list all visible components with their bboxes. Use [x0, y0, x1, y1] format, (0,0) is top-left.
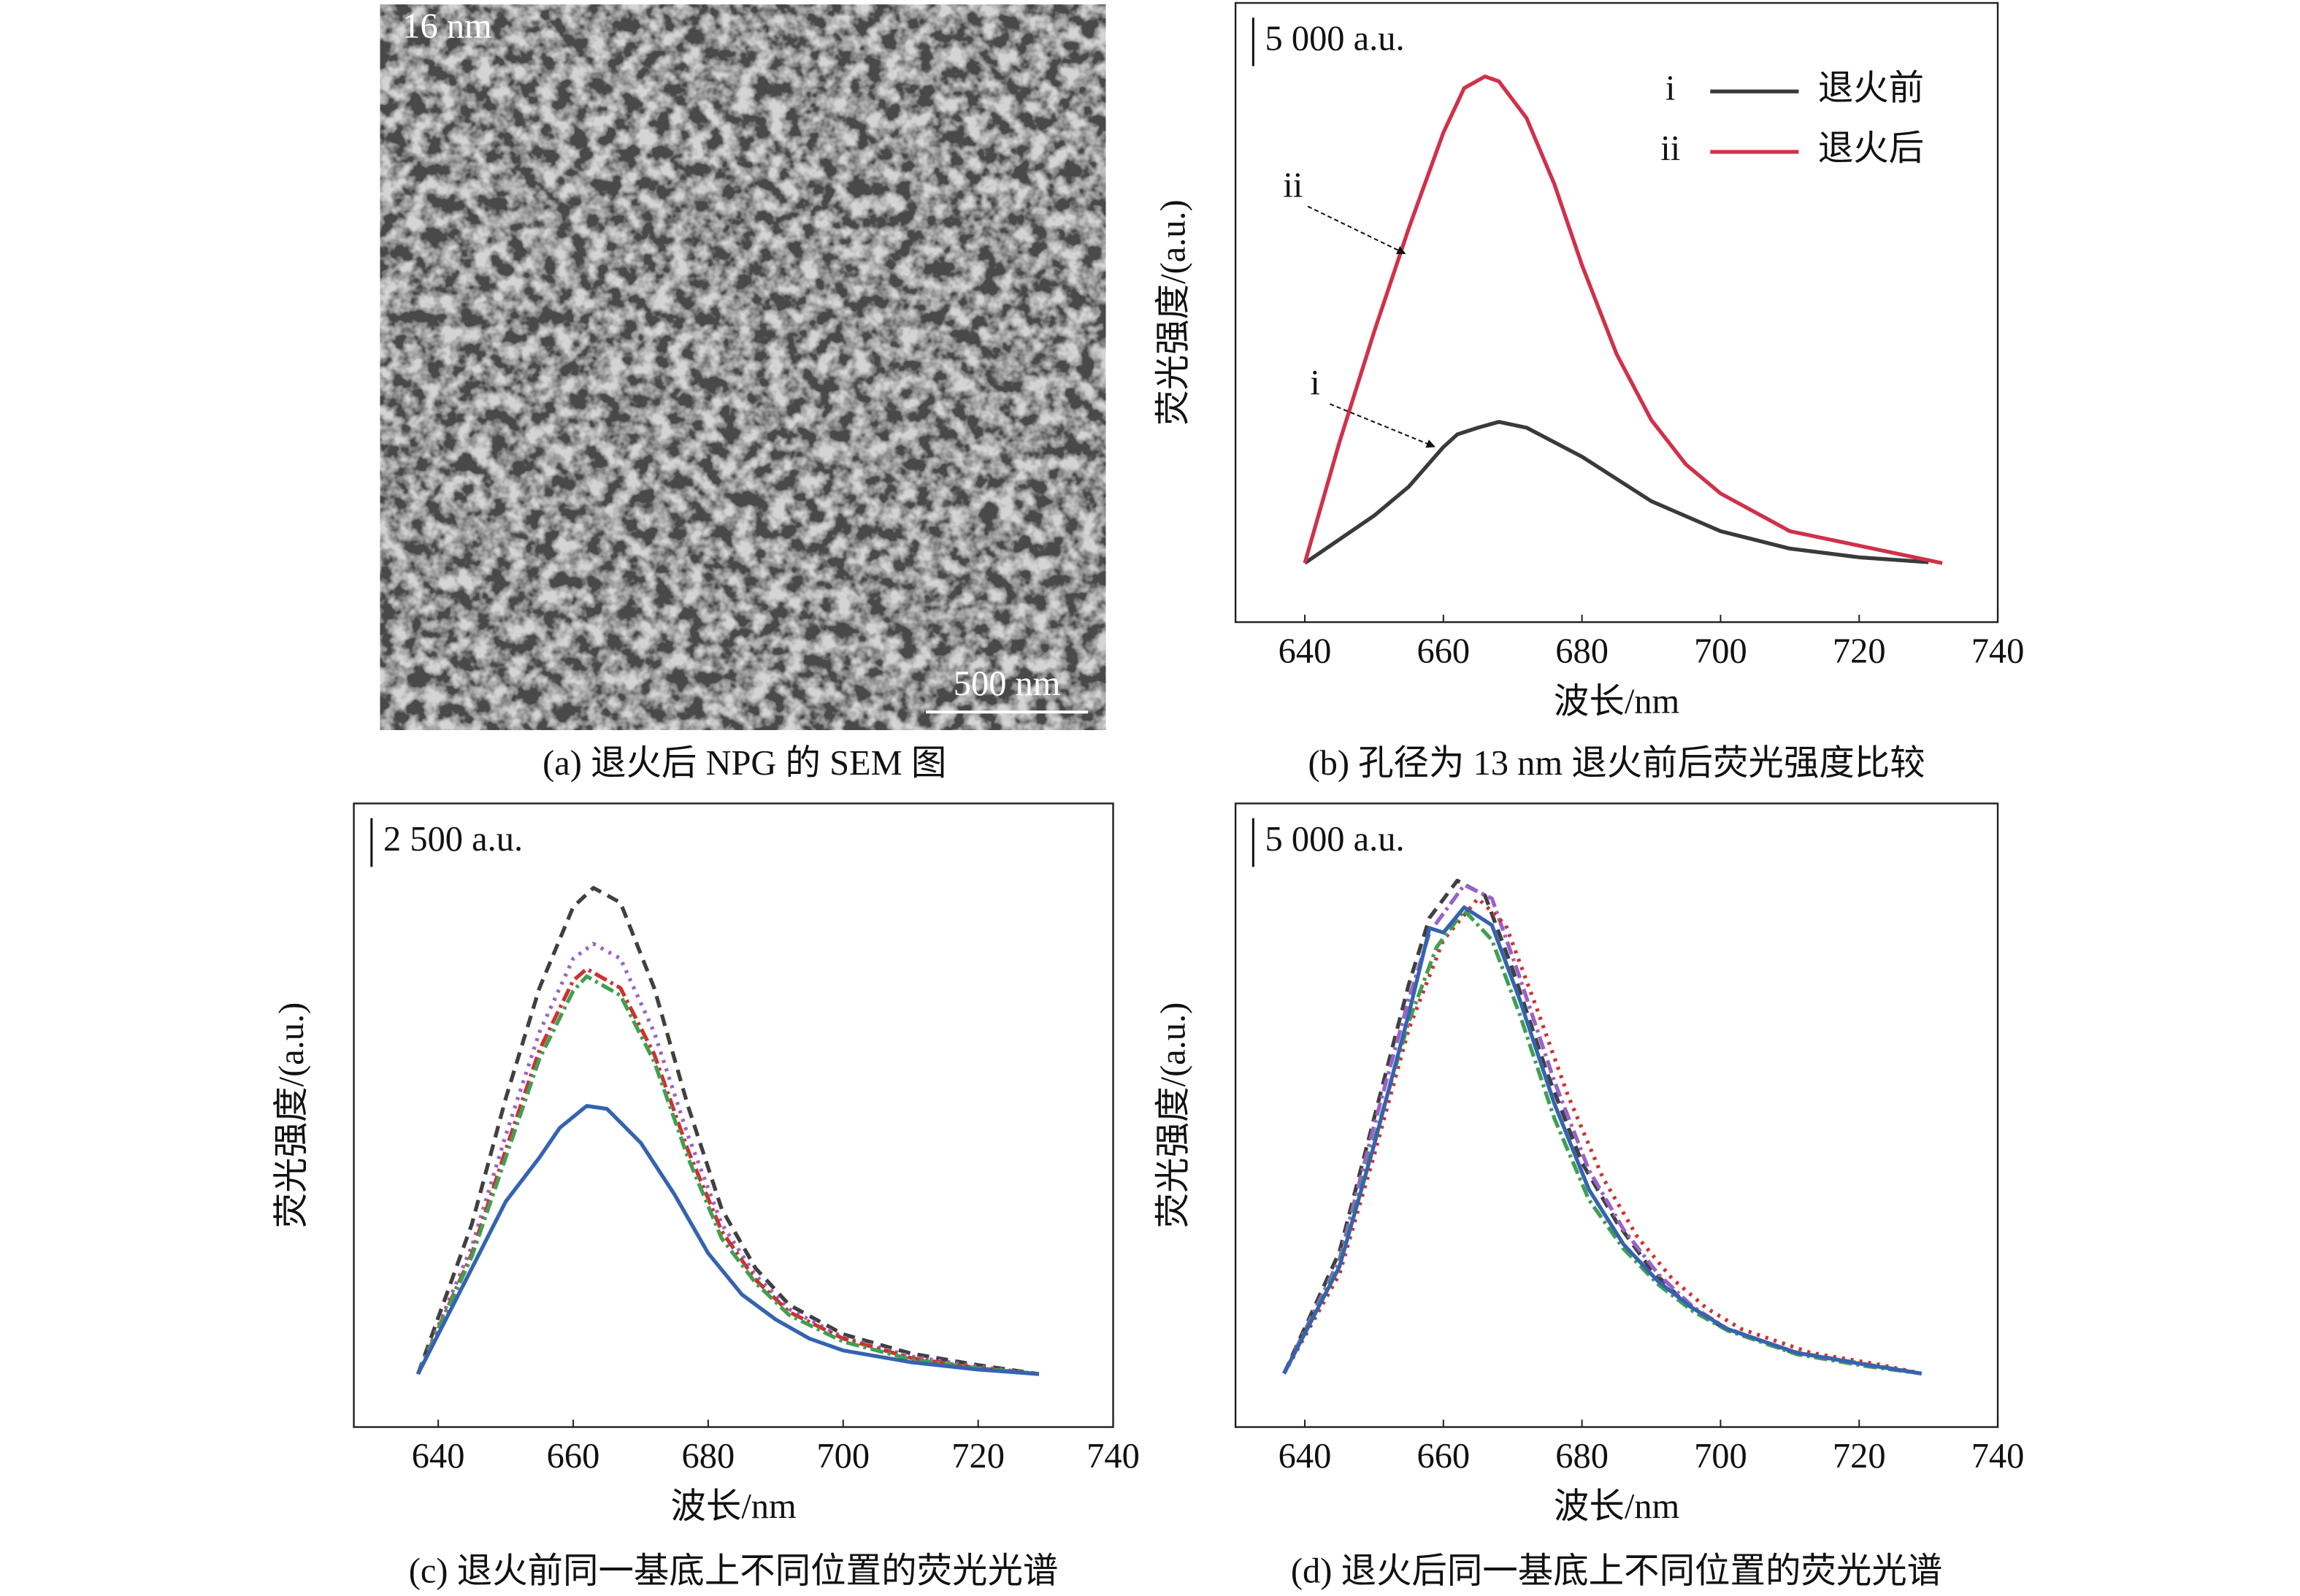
- x-axis-label: 波长/nm: [1554, 682, 1679, 721]
- series-line: [1303, 420, 1929, 565]
- legend-label: 退火前: [1818, 69, 1924, 107]
- x-tick-label: 720: [951, 1437, 1005, 1476]
- sem-image: [380, 4, 1106, 730]
- x-tick-label: 640: [1279, 632, 1332, 671]
- sem-scale-label: 500 nm: [954, 664, 1061, 703]
- annotation: ii: [1283, 166, 1303, 205]
- x-tick-label: 680: [682, 1437, 735, 1476]
- scale-bar-label: 5 000 a.u.: [1265, 820, 1404, 859]
- x-tick-label: 660: [1417, 632, 1470, 671]
- x-tick-label: 700: [1694, 1437, 1747, 1476]
- legend-label: 退火后: [1818, 129, 1924, 168]
- x-tick-label: 680: [1555, 632, 1609, 671]
- scale-bar-label: 5 000 a.u.: [1265, 19, 1404, 58]
- y-axis-label: 荧光强度/(a.u.): [272, 1002, 311, 1229]
- annotation-arrow: [1307, 205, 1406, 255]
- series-line: [416, 974, 1040, 1376]
- series-line: [415, 886, 1040, 1376]
- x-tick-label: 740: [1971, 632, 2025, 671]
- x-tick-label: 740: [1086, 1437, 1140, 1476]
- x-axis-label: 波长/nm: [1554, 1487, 1679, 1526]
- legend-tag: i: [1665, 69, 1675, 107]
- plot-frame: [1234, 802, 1999, 1428]
- series-line: [1303, 74, 1943, 565]
- annotation-arrow: [1329, 403, 1435, 448]
- plot-frame: [353, 802, 1114, 1428]
- caption: (b) 孔径为 13 nm 退火前后荧光强度比较: [1308, 744, 1925, 783]
- x-tick-label: 640: [1279, 1437, 1332, 1476]
- annotation: i: [1310, 364, 1319, 402]
- x-tick-label: 660: [1417, 1437, 1470, 1476]
- y-axis-label: 荧光强度/(a.u.): [1154, 199, 1192, 426]
- x-tick-label: 720: [1833, 632, 1886, 671]
- x-axis-label: 波长/nm: [670, 1487, 796, 1526]
- series-line: [1282, 908, 1923, 1376]
- x-tick-label: 660: [547, 1437, 600, 1476]
- x-tick-label: 720: [1833, 1437, 1886, 1476]
- plot-frame: [1234, 1, 1999, 624]
- caption: (c) 退火前同一基底上不同位置的荧光光谱: [409, 1552, 1059, 1591]
- sem-label: 16 nm: [402, 7, 491, 46]
- legend-tag: ii: [1660, 129, 1680, 168]
- series-line: [416, 1104, 1040, 1376]
- series-line: [1282, 896, 1923, 1376]
- series-line: [416, 967, 1040, 1376]
- y-axis-label: 荧光强度/(a.u.): [1154, 1002, 1192, 1229]
- x-tick-label: 740: [1971, 1437, 2025, 1476]
- caption: (d) 退火后同一基底上不同位置的荧光光谱: [1291, 1552, 1942, 1591]
- x-tick-label: 700: [816, 1437, 870, 1476]
- x-tick-label: 700: [1694, 632, 1747, 671]
- x-tick-label: 680: [1555, 1437, 1609, 1476]
- scale-bar-label: 2 500 a.u.: [383, 820, 523, 859]
- series-line: [1282, 905, 1923, 1376]
- caption: (a) 退火后 NPG 的 SEM 图: [543, 744, 946, 783]
- x-tick-label: 640: [412, 1437, 465, 1476]
- series-line: [416, 942, 1040, 1376]
